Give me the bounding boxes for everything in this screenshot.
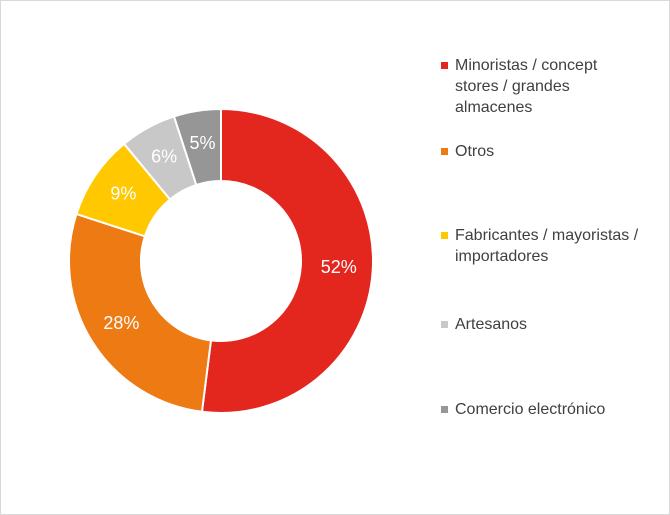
legend-label: Otros — [455, 143, 495, 160]
legend-label: Fabricantes / mayoristas / importadores — [455, 227, 639, 265]
legend-marker — [441, 62, 448, 69]
slice — [172, 107, 222, 187]
legend-item: Minoristas / concept stores / grandes al… — [441, 55, 641, 118]
legend-label: Minoristas / concept stores / grandes al… — [455, 57, 598, 116]
legend-label: Artesanos — [455, 316, 528, 333]
legend-item: Fabricantes / mayoristas / importadores — [441, 225, 641, 267]
data-label: 9% — [110, 183, 136, 203]
data-label: 5% — [190, 133, 216, 153]
legend-item: Otros — [441, 141, 641, 162]
data-label: 28% — [103, 313, 139, 333]
data-label: 6% — [151, 146, 177, 166]
legend-marker — [441, 232, 448, 239]
legend-item: Artesanos — [441, 314, 641, 335]
data-label: 52% — [321, 257, 357, 277]
slice — [200, 107, 374, 414]
legend-marker — [441, 406, 448, 413]
legend-marker — [441, 148, 448, 155]
legend-marker — [441, 321, 448, 328]
legend-item: Comercio electrónico — [441, 399, 641, 420]
legend-label: Comercio electrónico — [455, 401, 606, 418]
slice — [68, 212, 213, 413]
